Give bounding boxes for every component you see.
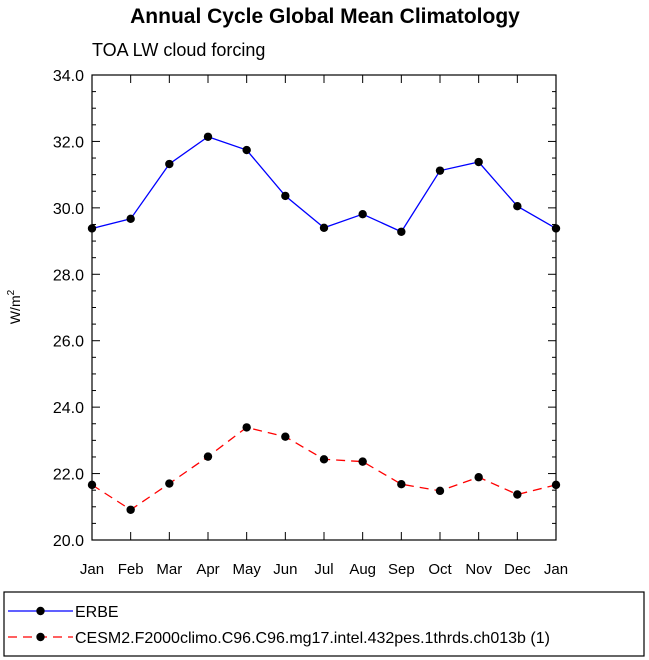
data-point — [165, 479, 174, 488]
data-point — [87, 224, 97, 233]
legend-item: ERBE — [8, 604, 119, 621]
data-point — [397, 480, 406, 489]
y-tick-label: 28.0 — [53, 267, 84, 284]
y-tick-label: 30.0 — [53, 201, 84, 218]
x-tick-label: Jan — [544, 561, 568, 578]
data-point — [435, 486, 445, 496]
x-tick-label: Jun — [273, 561, 297, 578]
data-point — [358, 457, 367, 466]
data-point — [474, 157, 483, 167]
data-point — [513, 490, 522, 499]
x-tick-label: Sep — [388, 561, 415, 578]
data-point — [281, 432, 290, 441]
plot-frame — [91, 74, 557, 541]
x-tick-label: Jan — [80, 561, 104, 578]
y-tick-label: 22.0 — [53, 467, 84, 484]
data-point — [551, 480, 561, 490]
x-tick-label: May — [232, 561, 261, 578]
legend-label: ERBE — [75, 604, 119, 621]
axis-ticks — [91, 74, 557, 541]
legend-item: CESM2.F2000climo.C96.C96.mg17.intel.432p… — [8, 630, 550, 647]
legend-label: CESM2.F2000climo.C96.C96.mg17.intel.432p… — [75, 630, 550, 647]
x-tick-label: Mar — [156, 561, 182, 578]
data-point — [242, 423, 251, 432]
series-2 — [87, 423, 561, 514]
data-point — [435, 166, 445, 175]
x-tick-label: Feb — [118, 561, 144, 578]
legend-box — [3, 591, 645, 657]
data-point — [319, 455, 329, 464]
legend: ERBE CESM2.F2000climo.C96.C96.mg17.intel.… — [8, 604, 550, 647]
data-point — [126, 505, 135, 514]
data-point — [242, 145, 251, 155]
y-axis-label: W/m — [7, 295, 23, 324]
y-tick-label: 26.0 — [53, 334, 84, 351]
y-tick-label: 20.0 — [53, 533, 84, 550]
data-point — [87, 480, 97, 490]
data-point — [397, 227, 406, 236]
legend-marker — [36, 606, 45, 616]
y-axis-title: W/m2 — [6, 289, 23, 324]
data-point — [281, 191, 290, 201]
data-point — [203, 132, 213, 141]
data-point — [474, 473, 483, 482]
data-point — [551, 224, 561, 233]
chart-title: Annual Cycle Global Mean Climatology — [130, 5, 520, 28]
x-tick-label: Apr — [196, 561, 219, 578]
series-line — [91, 136, 557, 233]
x-tick-label: Oct — [428, 561, 452, 578]
y-tick-label: 24.0 — [53, 400, 84, 417]
data-point — [358, 209, 367, 219]
x-tick-labels: Jan Feb Mar Apr May Jun Jul Aug Sep Oct Nov Dec Jan — [80, 561, 568, 578]
y-tick-label: 34.0 — [53, 68, 84, 85]
y-tick-label: 32.0 — [53, 134, 84, 151]
data-point — [319, 223, 329, 232]
x-tick-label: Jul — [314, 561, 333, 578]
chart-subtitle: TOA LW cloud forcing — [92, 40, 265, 60]
x-tick-label: Dec — [504, 561, 531, 578]
y-tick-labels: 20.0 22.0 24.0 26.0 28.0 30.0 32.0 34.0 — [53, 68, 84, 550]
x-tick-label: Nov — [465, 561, 492, 578]
y-axis-label-superscript: 2 — [6, 289, 17, 295]
series-line — [91, 426, 557, 511]
data-point — [203, 452, 213, 461]
series-1 — [87, 132, 561, 236]
legend-marker — [36, 632, 45, 642]
data-point — [126, 214, 135, 224]
data-point — [165, 159, 174, 169]
x-tick-label: Aug — [349, 561, 376, 578]
series-layer — [87, 132, 561, 514]
data-point — [513, 201, 522, 211]
svg-text:W/m2: W/m2 — [6, 289, 23, 324]
